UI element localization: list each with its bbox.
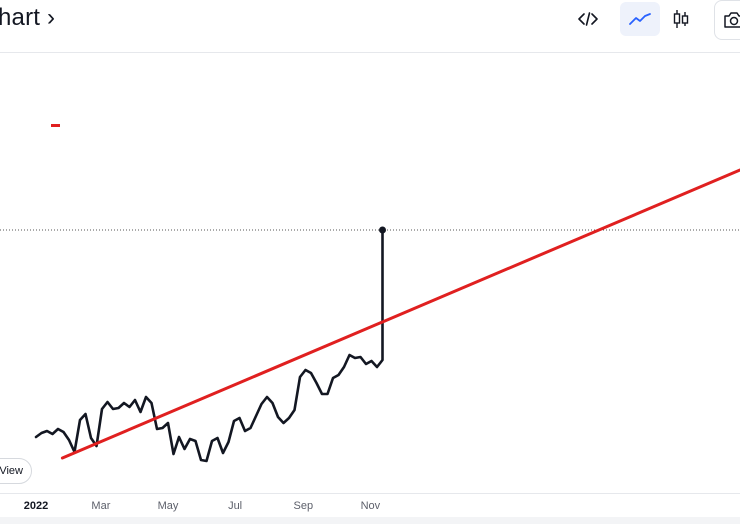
trend-line xyxy=(60,168,740,460)
x-axis xyxy=(0,493,740,494)
x-tick-label: Sep xyxy=(293,500,314,512)
code-icon xyxy=(578,12,598,26)
x-tick-label: May xyxy=(157,500,179,512)
bottom-strip xyxy=(0,517,740,524)
snapshot-button[interactable] xyxy=(714,0,740,40)
price-chart[interactable] xyxy=(0,0,740,494)
candles-button[interactable] xyxy=(664,2,698,36)
line-chart-button[interactable] xyxy=(620,2,660,36)
chart-header: hart › xyxy=(0,0,740,53)
alert-marker xyxy=(51,124,60,127)
x-tick-label: Nov xyxy=(360,500,381,512)
camera-icon xyxy=(724,12,740,28)
x-tick-label: Mar xyxy=(91,500,111,512)
line-chart-icon xyxy=(629,13,651,25)
chart-title[interactable]: hart › xyxy=(0,4,56,31)
view-button[interactable]: View xyxy=(0,458,32,484)
embed-button[interactable] xyxy=(572,2,604,36)
x-tick-label: 2022 xyxy=(23,500,49,512)
candlestick-icon xyxy=(673,10,689,28)
x-tick-label: Jul xyxy=(228,500,243,512)
last-price-dot xyxy=(379,226,386,234)
